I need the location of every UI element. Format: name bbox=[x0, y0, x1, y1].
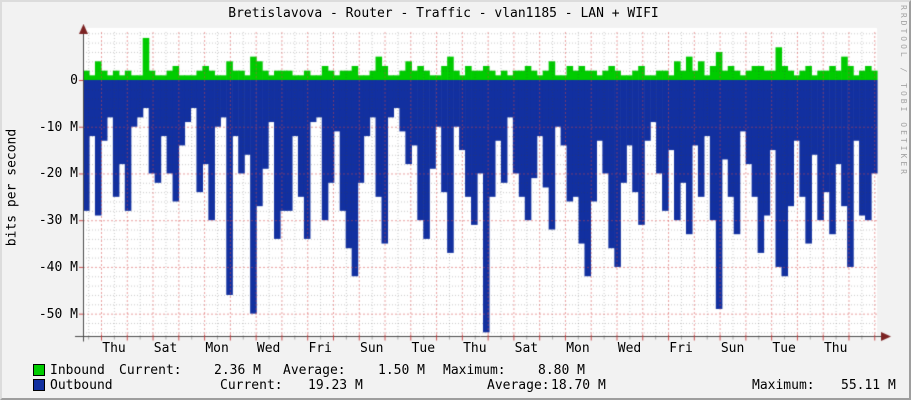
x-tick-label: Tue bbox=[411, 341, 436, 356]
y-tick-label: -30 M bbox=[38, 213, 78, 229]
x-tick-label: Fri bbox=[308, 341, 332, 356]
inbound-current-value: 2.36 M bbox=[214, 363, 261, 378]
inbound-maximum-label: Maximum: bbox=[443, 363, 506, 378]
outbound-color-swatch bbox=[33, 379, 45, 391]
x-tick-label: Tue bbox=[772, 341, 796, 356]
inbound-label: Inbound bbox=[50, 363, 105, 378]
x-tick-label: Sat bbox=[514, 341, 539, 356]
inbound-current-label: Current: bbox=[119, 363, 182, 378]
x-tick-label: Thu bbox=[102, 341, 126, 356]
inbound-maximum-value: 8.80 M bbox=[538, 363, 585, 378]
x-tick-label: Wed bbox=[256, 341, 281, 356]
outbound-average-label: Average: bbox=[487, 378, 550, 393]
outbound-maximum-label: Maximum: bbox=[752, 378, 815, 393]
inbound-average-label: Average: bbox=[283, 363, 346, 378]
y-tick-label: -40 M bbox=[38, 259, 78, 275]
graph-title: Bretislavova - Router - Traffic - vlan11… bbox=[228, 6, 659, 21]
y-tick-label: 0 bbox=[70, 73, 78, 88]
inbound-average-value: 1.50 M bbox=[378, 363, 425, 378]
legend-row-inbound: Inbound Current: 2.36 M Average: 1.50 M … bbox=[2, 363, 909, 378]
x-tick-label: Sun bbox=[720, 341, 745, 356]
outbound-maximum-value: 55.11 M bbox=[841, 378, 896, 393]
outbound-label: Outbound bbox=[50, 378, 113, 393]
y-tick-label: -10 M bbox=[38, 119, 78, 135]
outbound-average-value: 18.70 M bbox=[551, 378, 606, 393]
y-tick-label: -50 M bbox=[38, 306, 78, 322]
outbound-current-value: 19.23 M bbox=[308, 378, 363, 393]
x-tick-label: Mon bbox=[205, 341, 229, 356]
x-tick-label: Thu bbox=[823, 341, 848, 356]
rrdtool-watermark: RRDTOOL / TOBI OETIKER bbox=[899, 5, 908, 177]
outbound-current-label: Current: bbox=[220, 378, 283, 393]
y-tick-label: -20 M bbox=[38, 166, 78, 182]
x-tick-label: Sat bbox=[153, 341, 178, 356]
x-tick-label: Thu bbox=[463, 341, 487, 356]
x-tick-label: Fri bbox=[669, 341, 693, 356]
x-tick-label: Wed bbox=[617, 341, 642, 356]
legend-row-outbound: Outbound Current: 19.23 M Average: 18.70… bbox=[2, 378, 909, 393]
y-axis-unit-label: bits per second bbox=[4, 128, 20, 247]
x-tick-label: Mon bbox=[566, 341, 590, 356]
traffic-plot-area bbox=[72, 24, 892, 348]
inbound-color-swatch bbox=[33, 364, 45, 376]
x-tick-label: Sun bbox=[360, 341, 384, 356]
